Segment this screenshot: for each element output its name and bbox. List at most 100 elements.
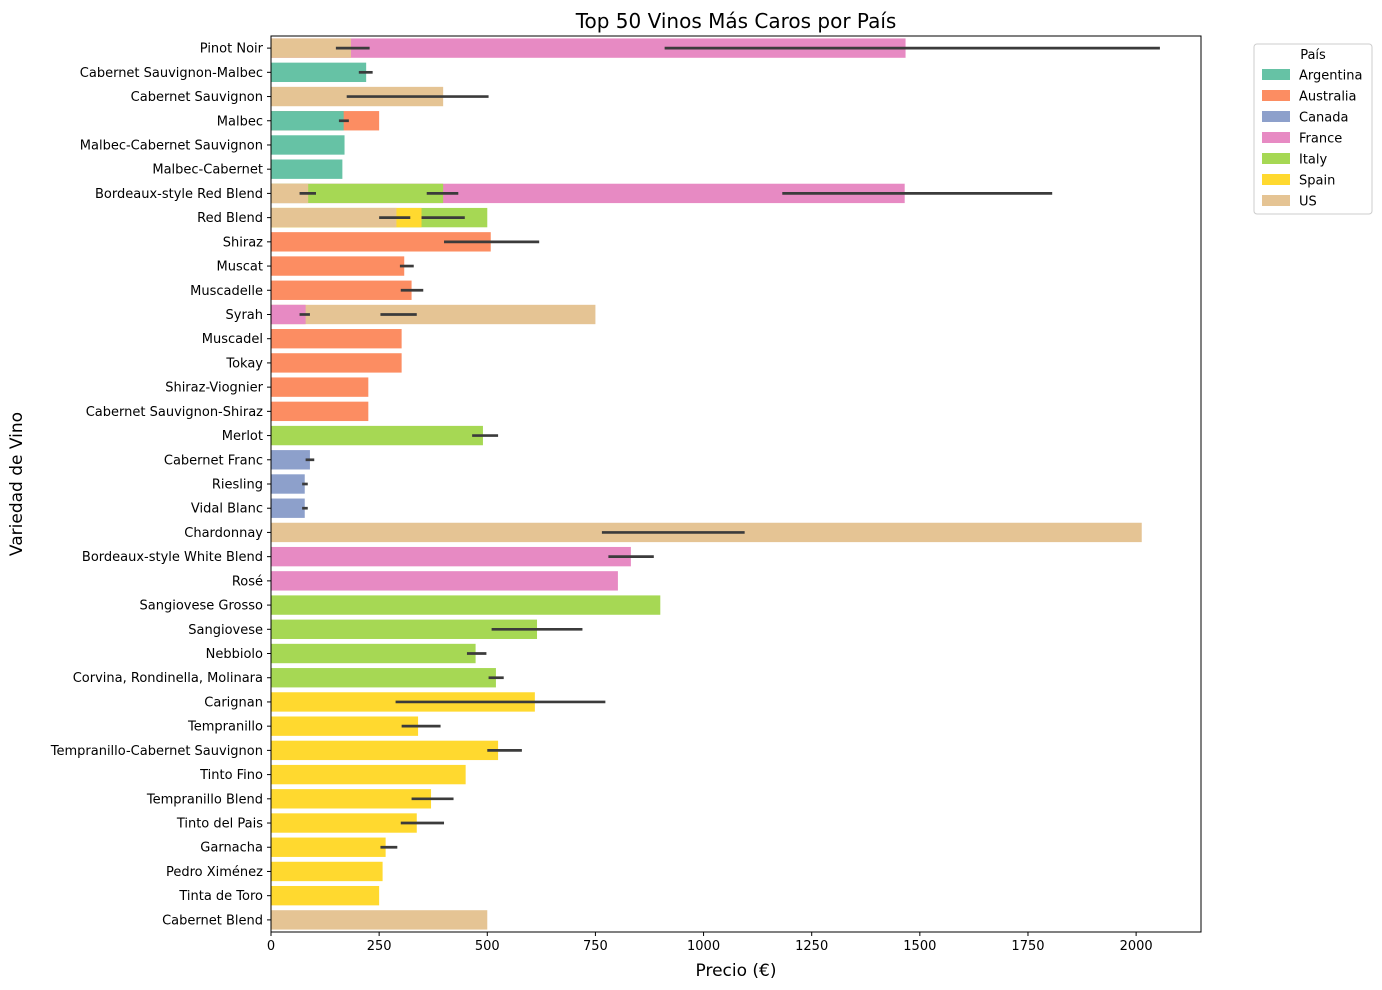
legend-title: País [1300, 48, 1326, 63]
y-tick-label: Muscat [217, 260, 263, 275]
y-tick-label: Muscadel [202, 332, 263, 347]
bar-tempranillo-cabernet-sauvignon-spain [271, 740, 499, 761]
x-tick-label: 750 [583, 939, 608, 954]
y-tick-label: Malbec-Cabernet [152, 163, 263, 178]
bar-rose-france [271, 571, 618, 591]
bar-bordeaux-style-red-blend-us [271, 183, 309, 204]
y-tick-label: Red Blend [197, 211, 263, 226]
legend-swatch-canada [1262, 111, 1290, 122]
bar-tokay-australia [271, 353, 402, 373]
bar-vidal-blanc-canada [271, 498, 305, 518]
y-tick-label: Riesling [212, 478, 263, 493]
legend-swatch-us [1262, 195, 1290, 206]
bar-malbec-argentina [271, 111, 344, 131]
legend-label-italy: Italy [1299, 153, 1328, 168]
bar-bordeaux-style-red-blend-italy [271, 183, 444, 204]
bar-nebbiolo-italy [271, 643, 476, 664]
x-axis: 0 250 500 750 1000 1250 1500 1750 2000 [267, 932, 1153, 954]
y-tick-label: Bordeaux-style Red Blend [95, 187, 263, 202]
bar-pedro-ximenez-spain [271, 861, 383, 882]
bar-muscat-australia [271, 256, 405, 276]
bar-cabernet-sauvignon-malbec-argentina [271, 62, 367, 83]
y-tick-label: Nebbiolo [206, 647, 263, 662]
bars-group [271, 38, 1142, 930]
y-tick-label: Carignan [204, 695, 263, 710]
bar-tinta-de-toro-spain [271, 885, 380, 906]
bar-shiraz-australia [271, 232, 491, 252]
bar-sangiovese-grosso-italy [271, 595, 661, 615]
x-tick-label: 1750 [1011, 939, 1044, 954]
legend: País Argentina Australia Canada France Italy… [1253, 43, 1373, 215]
y-tick-label: Shiraz [223, 235, 263, 250]
bar-bordeaux-style-white-blend-france [271, 546, 631, 567]
y-tick-label: Vidal Blanc [191, 502, 263, 517]
bar-malbec-cabernet-argentina [271, 159, 343, 179]
y-tick-label: Pedro Ximénez [166, 865, 263, 880]
bar-muscadelle-australia [271, 280, 412, 300]
x-tick-label: 0 [267, 939, 275, 954]
y-tick-label: Tinto del Pais [176, 817, 263, 832]
legend-label-france: France [1299, 132, 1342, 147]
legend-swatch-france [1262, 132, 1290, 143]
x-axis-label: Precio (€) [696, 961, 777, 981]
x-tick-label: 1250 [795, 939, 828, 954]
bar-cabernet-blend-us [271, 910, 488, 930]
y-tick-label: Pinot Noir [200, 42, 264, 57]
legend-label-spain: Spain [1299, 174, 1335, 189]
legend-label-australia: Australia [1299, 90, 1357, 105]
y-tick-label: Cabernet Blend [162, 913, 263, 928]
bar-tinto-fino-spain [271, 764, 466, 785]
bar-red-blend-us [271, 207, 397, 228]
legend-label-us: US [1299, 195, 1317, 210]
bar-syrah-us [271, 304, 596, 325]
y-tick-label: Rosé [232, 574, 263, 589]
x-tick-label: 1000 [687, 939, 720, 954]
bar-corvina-rondinella-molinara-italy [271, 668, 496, 688]
y-tick-label: Cabernet Sauvignon [131, 90, 263, 105]
x-tick-label: 2000 [1120, 939, 1153, 954]
bar-muscadel-australia [271, 329, 402, 349]
bar-pinot-noir-france [271, 38, 906, 58]
bar-cabernet-franc-canada [271, 450, 310, 470]
y-tick-label: Sangiovese [188, 623, 263, 638]
legend-entries: Argentina Australia Canada France Italy Spain… [1262, 69, 1362, 210]
legend-label-argentina: Argentina [1299, 69, 1362, 84]
y-tick-label: Tokay [225, 356, 263, 371]
y-tick-label: Tempranillo Blend [146, 792, 263, 807]
bar-tinto-del-pais-spain [271, 813, 417, 833]
bar-merlot-italy [271, 425, 483, 446]
legend-swatch-italy [1262, 153, 1290, 164]
bar-shiraz-viognier-australia [271, 377, 369, 397]
legend-swatch-australia [1262, 90, 1290, 101]
bar-tempranillo-spain [271, 716, 419, 736]
legend-label-canada: Canada [1299, 111, 1348, 126]
y-tick-label: Sangiovese Grosso [140, 599, 264, 614]
y-tick-label: Shiraz-Viognier [165, 381, 263, 396]
x-tick-label: 250 [367, 939, 392, 954]
chart-title: Top 50 Vinos Más Caros por País [575, 9, 897, 33]
y-tick-label: Bordeaux-style White Blend [82, 550, 263, 565]
y-tick-label: Tinta de Toro [178, 889, 263, 904]
bar-sangiovese-italy [271, 619, 538, 639]
legend-swatch-spain [1262, 174, 1290, 185]
bar-tempranillo-blend-spain [271, 789, 432, 809]
y-tick-label: Syrah [226, 308, 264, 323]
y-tick-label: Cabernet Sauvignon-Shiraz [86, 405, 263, 420]
y-tick-label: Chardonnay [184, 526, 263, 541]
x-tick-label: 1500 [903, 939, 936, 954]
y-tick-label: Merlot [222, 429, 263, 444]
y-axis-label: Variedad de Vino [7, 412, 27, 556]
y-tick-label: Tempranillo [187, 720, 263, 735]
y-axis: Pinot Noir Cabernet Sauvignon-Malbec Caber… [50, 42, 271, 928]
x-tick-label: 500 [475, 939, 500, 954]
error-bars-group [299, 46, 1160, 849]
bar-malbec-cabernet-sauvignon-argentina [271, 135, 345, 155]
bar-garnacha-spain [271, 837, 386, 857]
y-tick-label: Tinto Fino [199, 768, 263, 783]
bar-riesling-canada [271, 474, 305, 494]
y-tick-label: Malbec-Cabernet Sauvignon [80, 138, 263, 153]
y-tick-label: Cabernet Sauvignon-Malbec [80, 66, 263, 81]
